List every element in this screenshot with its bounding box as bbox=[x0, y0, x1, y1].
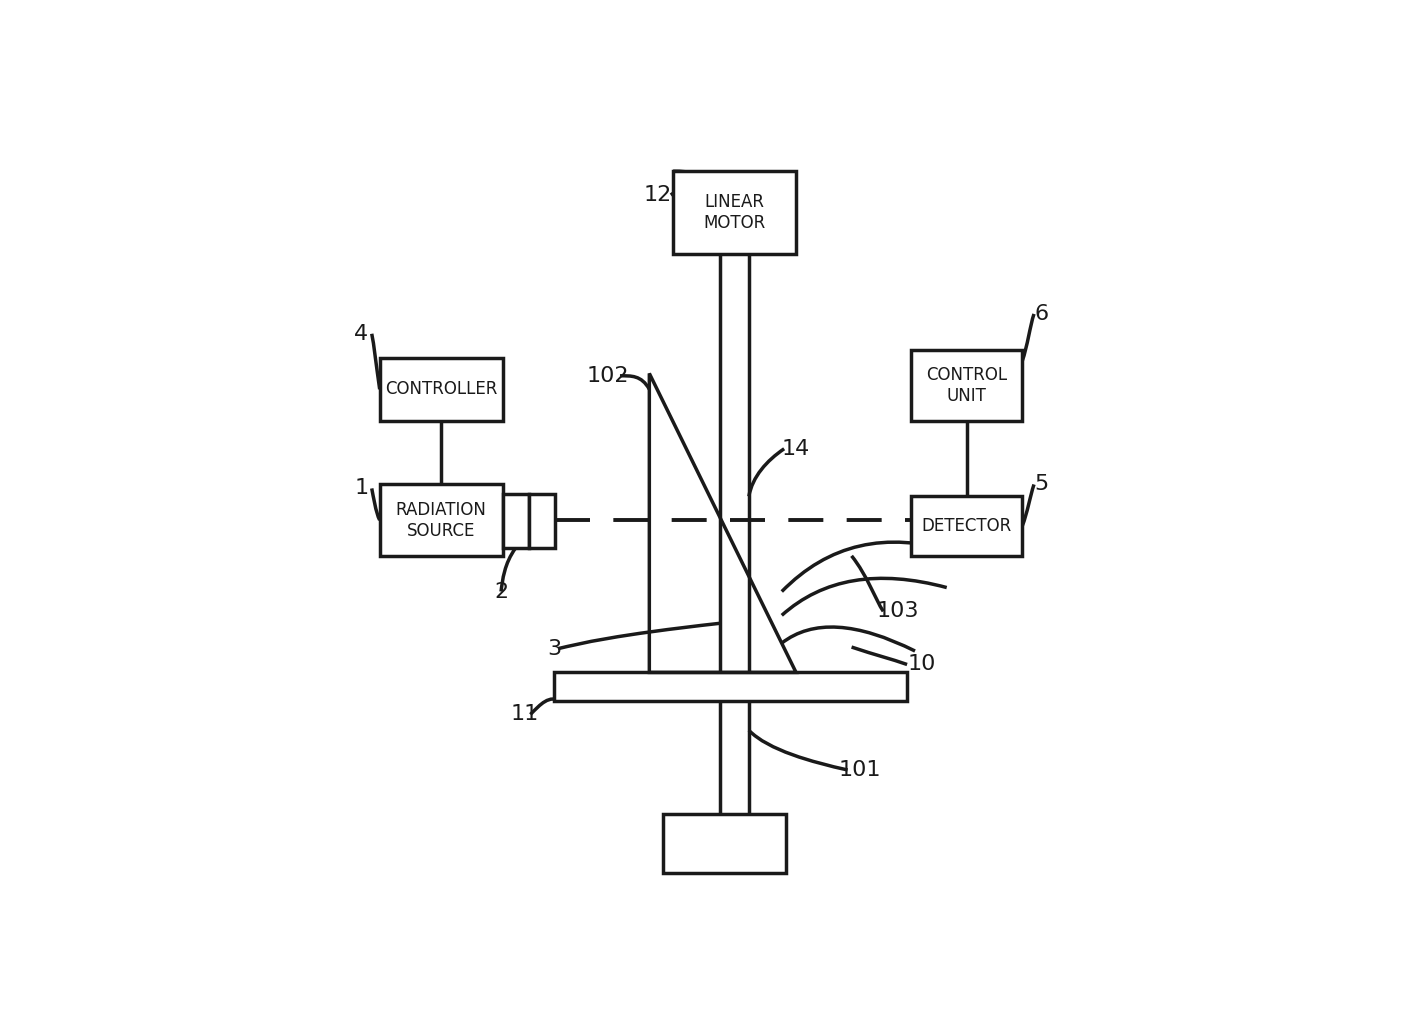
FancyBboxPatch shape bbox=[911, 496, 1022, 556]
FancyBboxPatch shape bbox=[502, 494, 529, 548]
Text: 5: 5 bbox=[1035, 475, 1049, 494]
Text: LINEAR
MOTOR: LINEAR MOTOR bbox=[703, 194, 766, 232]
Text: 14: 14 bbox=[782, 439, 810, 458]
Text: RADIATION
SOURCE: RADIATION SOURCE bbox=[396, 501, 486, 540]
Text: 10: 10 bbox=[908, 654, 936, 675]
Text: 1: 1 bbox=[355, 478, 369, 499]
Text: DETECTOR: DETECTOR bbox=[922, 517, 1011, 536]
Text: 101: 101 bbox=[839, 760, 881, 780]
Text: 11: 11 bbox=[510, 705, 539, 724]
Text: 6: 6 bbox=[1035, 304, 1049, 324]
Text: 3: 3 bbox=[547, 639, 561, 658]
FancyBboxPatch shape bbox=[663, 814, 786, 873]
FancyBboxPatch shape bbox=[380, 357, 502, 421]
FancyBboxPatch shape bbox=[380, 484, 502, 556]
FancyBboxPatch shape bbox=[554, 673, 908, 701]
FancyBboxPatch shape bbox=[911, 349, 1022, 421]
Text: 102: 102 bbox=[587, 366, 629, 386]
Text: 2: 2 bbox=[493, 582, 508, 602]
Text: CONTROLLER: CONTROLLER bbox=[385, 380, 498, 399]
Text: 103: 103 bbox=[877, 602, 919, 621]
FancyBboxPatch shape bbox=[529, 494, 554, 548]
Text: CONTROL
UNIT: CONTROL UNIT bbox=[926, 366, 1007, 405]
Text: 4: 4 bbox=[355, 323, 369, 344]
FancyBboxPatch shape bbox=[673, 171, 796, 254]
Text: 12: 12 bbox=[643, 185, 672, 205]
